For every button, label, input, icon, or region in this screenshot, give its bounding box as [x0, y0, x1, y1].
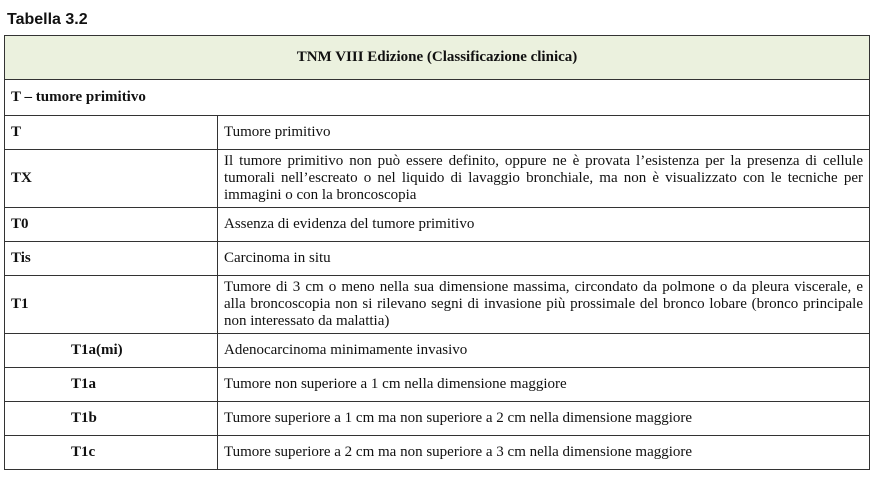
section-row: T – tumore primitivo [4, 79, 870, 116]
table-row: T1a(mi) Adenocarcinoma minimamente invasi… [4, 333, 870, 368]
row-code: T1a(mi) [4, 333, 218, 368]
row-description: Adenocarcinoma minimamente invasivo [217, 333, 870, 368]
section-title: T – tumore primitivo [4, 79, 870, 116]
row-code: T1b [4, 401, 218, 436]
table-row: T Tumore primitivo [4, 115, 870, 150]
table-header: TNM VIII Edizione (Classificazione clini… [4, 35, 870, 80]
table-row: Tis Carcinoma in situ [4, 241, 870, 276]
table-caption: Tabella 3.2 [7, 11, 88, 28]
table-row: T1b Tumore superiore a 1 cm ma non superi… [4, 401, 870, 436]
row-description: Tumore non superiore a 1 cm nella dimens… [217, 367, 870, 402]
row-code: Tis [4, 241, 218, 276]
row-description: Tumore superiore a 2 cm ma non superiore… [217, 435, 870, 470]
row-description: Tumore di 3 cm o meno nella sua dimensio… [217, 275, 870, 334]
row-description: Il tumore primitivo non può essere defin… [217, 149, 870, 208]
row-description: Carcinoma in situ [217, 241, 870, 276]
row-code: T1a [4, 367, 218, 402]
table-row: T1c Tumore superiore a 2 cm ma non superi… [4, 435, 870, 470]
table-row: T1a Tumore non superiore a 1 cm nella dim… [4, 367, 870, 402]
row-description: Tumore superiore a 1 cm ma non superiore… [217, 401, 870, 436]
table-header-row: TNM VIII Edizione (Classificazione clini… [4, 35, 870, 80]
tnm-table: TNM VIII Edizione (Classificazione clini… [4, 35, 870, 470]
row-code: T [4, 115, 218, 150]
table-row: TX Il tumore primitivo non può essere def… [4, 149, 870, 208]
row-description: Assenza di evidenza del tumore primitivo [217, 207, 870, 242]
row-description: Tumore primitivo [217, 115, 870, 150]
row-code: T1 [4, 275, 218, 334]
table-row: T0 Assenza di evidenza del tumore primiti… [4, 207, 870, 242]
row-code: TX [4, 149, 218, 208]
row-code: T0 [4, 207, 218, 242]
table-row: T1 Tumore di 3 cm o meno nella sua dimens… [4, 275, 870, 334]
row-code: T1c [4, 435, 218, 470]
